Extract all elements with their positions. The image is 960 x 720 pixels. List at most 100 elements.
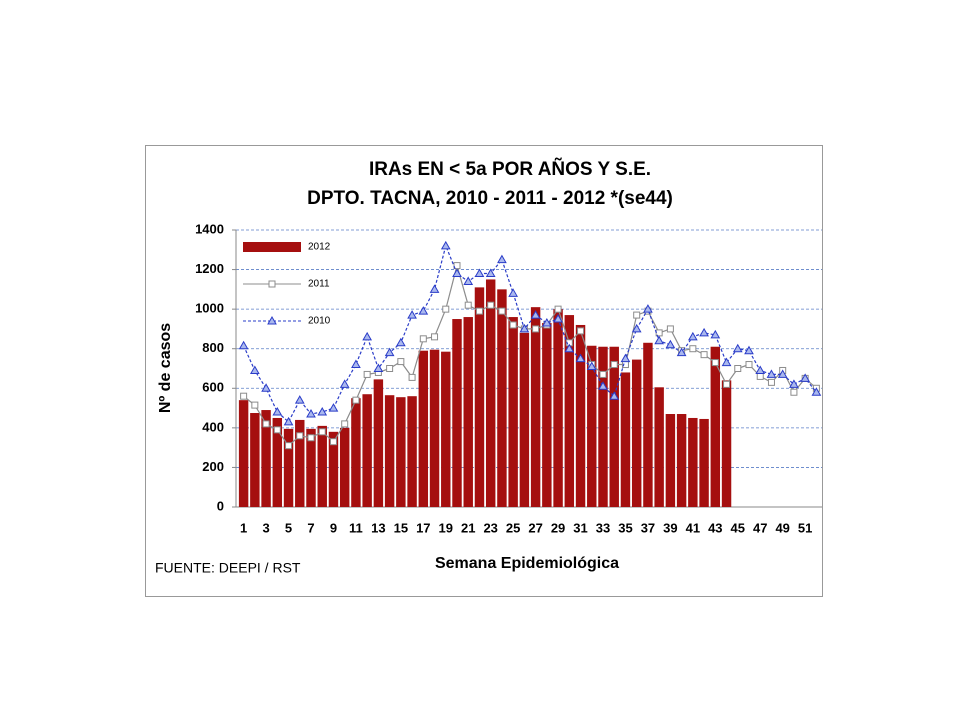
marker (767, 378, 775, 386)
marker (666, 325, 674, 333)
bar (373, 379, 384, 507)
marker (307, 434, 315, 442)
marker (631, 323, 642, 333)
x-tick-label: 7 (307, 520, 314, 535)
marker (474, 268, 485, 278)
marker (564, 343, 575, 353)
x-axis-label: Semana Epidemiológica (435, 555, 619, 572)
bar (384, 395, 395, 507)
x-tick-label: 17 (416, 520, 430, 535)
marker (395, 337, 406, 347)
marker (397, 358, 405, 366)
marker (408, 373, 416, 381)
x-tick-label: 43 (708, 520, 722, 535)
bar (587, 345, 597, 507)
marker (362, 331, 373, 341)
bar (542, 322, 552, 507)
x-tick-label: 49 (775, 520, 789, 535)
y-tick-label: 1000 (195, 301, 224, 316)
bar (654, 387, 664, 507)
legend-swatch (243, 242, 301, 252)
bar (688, 417, 698, 507)
x-tick-label: 15 (394, 520, 408, 535)
bar (351, 398, 361, 507)
x-tick-label: 5 (285, 520, 292, 535)
bar (238, 400, 249, 507)
marker (508, 288, 519, 297)
marker (296, 432, 304, 440)
marker (541, 317, 552, 327)
bar (676, 414, 687, 507)
bar (474, 287, 485, 507)
marker (734, 365, 742, 372)
marker (800, 373, 811, 382)
marker (699, 327, 709, 337)
bar (508, 317, 518, 507)
marker (352, 396, 360, 404)
bar (485, 279, 496, 507)
bar (643, 342, 653, 507)
marker (732, 343, 743, 353)
marker (498, 307, 506, 315)
series-line (243, 243, 817, 423)
bar (598, 346, 608, 507)
marker (249, 365, 260, 374)
marker (262, 420, 270, 428)
bar (339, 427, 350, 507)
legend-label: 2011 (308, 279, 330, 290)
marker (306, 408, 316, 418)
bar (721, 380, 732, 507)
bar (530, 307, 541, 507)
x-tick-label: 41 (686, 520, 700, 535)
marker (721, 357, 732, 367)
bar (564, 315, 575, 507)
bar (519, 332, 530, 507)
marker (633, 311, 641, 319)
marker (643, 304, 653, 313)
marker (339, 379, 350, 388)
marker (676, 347, 687, 357)
marker (497, 254, 507, 264)
bar (317, 425, 327, 507)
marker (745, 361, 753, 369)
marker (351, 359, 361, 369)
marker (654, 335, 665, 345)
bar (710, 346, 721, 507)
x-tick-label: 19 (439, 520, 453, 535)
source: FUENTE: DEEPI / RST (155, 560, 301, 576)
marker (363, 370, 371, 378)
bar (575, 324, 586, 507)
marker (554, 305, 562, 313)
x-tick-label: 47 (753, 520, 767, 535)
marker (789, 379, 799, 388)
marker (620, 353, 631, 363)
y-axis-label: Nº de casos (157, 323, 174, 413)
marker (711, 359, 719, 367)
marker (429, 284, 440, 293)
x-tick-label: 37 (641, 520, 655, 535)
marker (665, 339, 676, 349)
bar (261, 410, 271, 507)
marker (407, 310, 417, 319)
marker (553, 314, 563, 323)
y-tick-label: 1200 (195, 261, 224, 276)
marker (452, 268, 462, 278)
series-line (243, 263, 817, 447)
marker (329, 438, 337, 446)
marker (575, 353, 586, 363)
marker (700, 351, 708, 359)
marker (586, 361, 597, 371)
x-tick-label: 13 (371, 520, 385, 535)
marker (268, 280, 276, 288)
marker (386, 365, 394, 372)
y-tick-label: 400 (202, 419, 224, 434)
marker (790, 388, 798, 396)
x-tick-label: 11 (349, 520, 363, 535)
bar (328, 431, 339, 507)
bar (418, 350, 429, 507)
marker (598, 381, 608, 390)
marker (384, 347, 395, 357)
marker (440, 240, 451, 250)
marker (756, 372, 764, 380)
